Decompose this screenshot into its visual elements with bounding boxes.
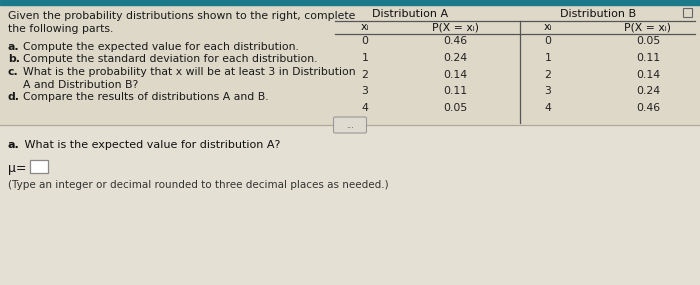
Bar xyxy=(0,0,700,125)
Text: 3: 3 xyxy=(362,86,368,96)
Bar xyxy=(0,0,700,5)
Text: 0: 0 xyxy=(361,36,368,46)
Text: μ=: μ= xyxy=(8,162,27,175)
Bar xyxy=(30,160,48,173)
Text: 0.14: 0.14 xyxy=(636,70,660,80)
Text: 0.24: 0.24 xyxy=(636,86,660,96)
Text: xᵢ: xᵢ xyxy=(360,22,369,32)
Text: 0: 0 xyxy=(545,36,552,46)
Text: Distribution B: Distribution B xyxy=(560,9,636,19)
FancyBboxPatch shape xyxy=(333,117,367,133)
Text: d.: d. xyxy=(8,92,20,102)
Text: 1: 1 xyxy=(545,53,552,63)
Text: P(X = xᵢ): P(X = xᵢ) xyxy=(431,22,479,32)
Text: Compute the standard deviation for each distribution.: Compute the standard deviation for each … xyxy=(23,54,318,64)
Text: 4: 4 xyxy=(545,103,552,113)
Text: the following parts.: the following parts. xyxy=(8,24,113,34)
Text: 2: 2 xyxy=(362,70,368,80)
Text: c.: c. xyxy=(8,67,19,77)
Text: P(X = xᵢ): P(X = xᵢ) xyxy=(624,22,671,32)
Text: a.: a. xyxy=(8,42,20,52)
Bar xyxy=(683,8,692,17)
Text: Given the probability distributions shown to the right, complete: Given the probability distributions show… xyxy=(8,11,356,21)
Text: 1: 1 xyxy=(362,53,368,63)
Text: 0.46: 0.46 xyxy=(636,103,660,113)
Text: A and Distribution B?: A and Distribution B? xyxy=(23,80,139,89)
Text: 0.14: 0.14 xyxy=(443,70,467,80)
Text: (Type an integer or decimal rounded to three decimal places as needed.): (Type an integer or decimal rounded to t… xyxy=(8,180,388,190)
Text: What is the expected value for distribution A?: What is the expected value for distribut… xyxy=(21,140,281,150)
Text: 0.46: 0.46 xyxy=(443,36,467,46)
Text: Compute the expected value for each distribution.: Compute the expected value for each dist… xyxy=(23,42,299,52)
Bar xyxy=(0,125,700,285)
Text: 0.24: 0.24 xyxy=(443,53,467,63)
Text: 0.05: 0.05 xyxy=(636,36,660,46)
Text: Distribution A: Distribution A xyxy=(372,9,448,19)
Text: b.: b. xyxy=(8,54,20,64)
Text: Compare the results of distributions A and B.: Compare the results of distributions A a… xyxy=(23,92,269,102)
Text: What is the probability that x will be at least 3 in Distribution: What is the probability that x will be a… xyxy=(23,67,356,77)
Text: 0.11: 0.11 xyxy=(636,53,660,63)
Text: 2: 2 xyxy=(545,70,552,80)
Text: 3: 3 xyxy=(545,86,552,96)
Text: ...: ... xyxy=(346,121,354,129)
Text: xᵢ: xᵢ xyxy=(544,22,552,32)
Text: 0.05: 0.05 xyxy=(443,103,467,113)
Text: 0.11: 0.11 xyxy=(443,86,467,96)
Text: 4: 4 xyxy=(362,103,368,113)
Text: a.: a. xyxy=(8,140,20,150)
